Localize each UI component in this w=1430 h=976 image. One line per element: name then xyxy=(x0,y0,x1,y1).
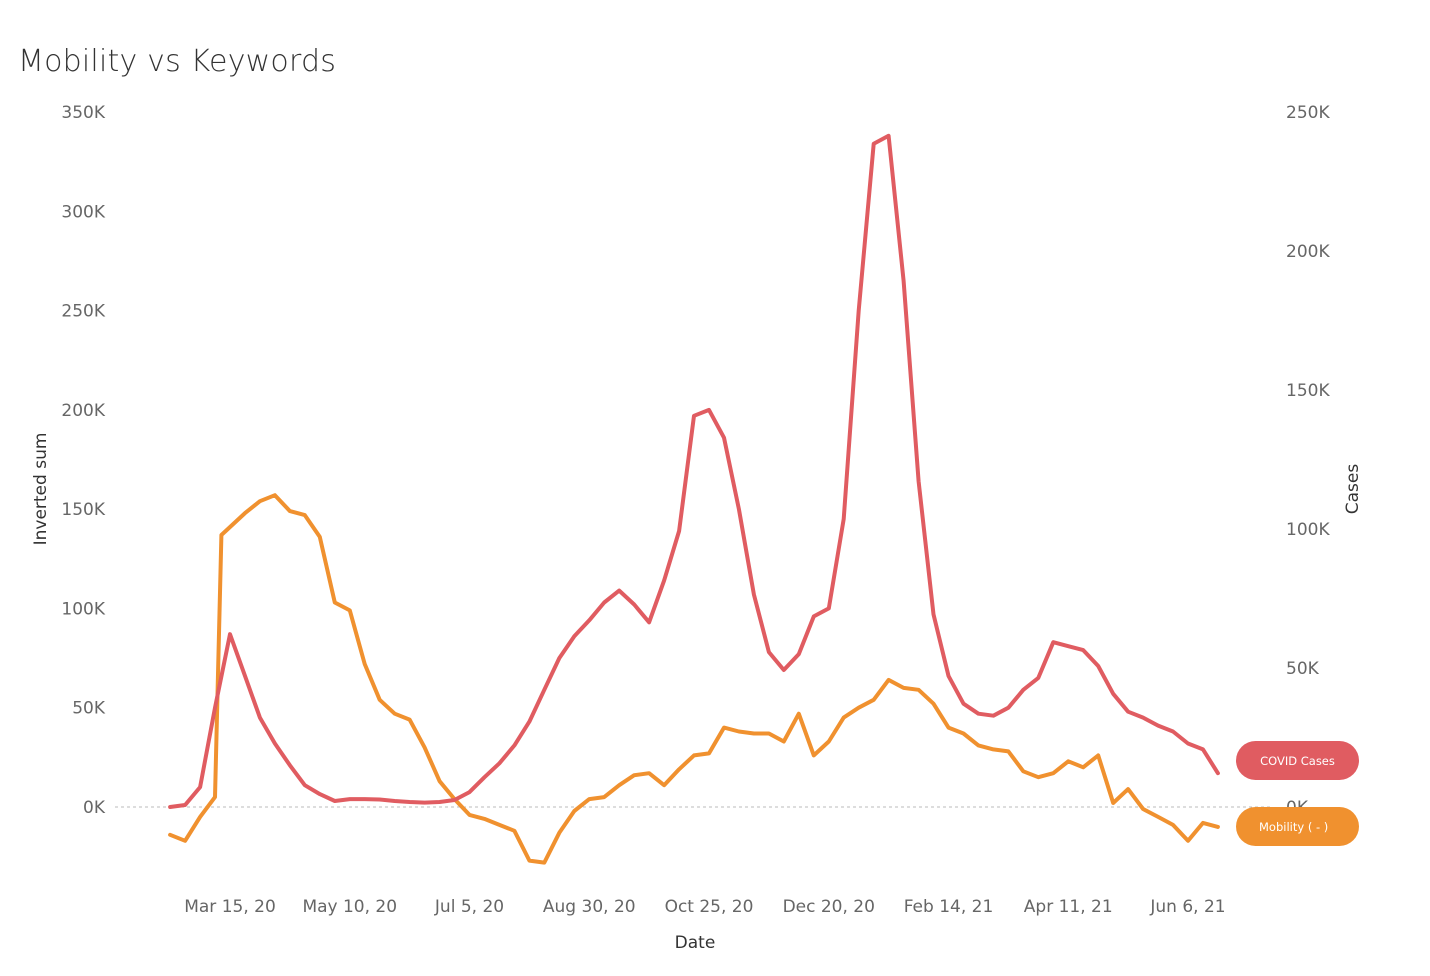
x-tick-label: Jun 6, 21 xyxy=(1149,897,1225,917)
y-right-tick-label: 150K xyxy=(1286,381,1330,401)
y-left-tick-label: 250K xyxy=(61,302,105,322)
y-right-tick-label: 250K xyxy=(1286,103,1330,123)
y-right-axis-title: Cases xyxy=(1343,464,1363,515)
series-lines xyxy=(168,133,1220,865)
x-tick-label: Jul 5, 20 xyxy=(434,897,504,917)
y-left-tick-label: 50K xyxy=(72,699,106,719)
y-left-axis-title: Inverted sum xyxy=(31,433,51,546)
y-left-tick-label: 300K xyxy=(61,202,105,222)
x-tick-label: Mar 15, 20 xyxy=(184,897,276,917)
y-left-tick-label: 150K xyxy=(61,500,105,520)
y-left-tick-label: 100K xyxy=(61,599,105,619)
legend-mobility[interactable]: Mobility ( - ) xyxy=(1236,807,1359,846)
y-right-tick-label: 50K xyxy=(1286,659,1320,679)
x-axis: Mar 15, 20 May 10, 20 Jul 5, 20 Aug 30, 20 O… xyxy=(184,897,1225,917)
x-tick-label: Dec 20, 20 xyxy=(783,897,875,917)
x-tick-label: May 10, 20 xyxy=(302,897,397,917)
x-tick-label: Aug 30, 20 xyxy=(543,897,636,917)
x-tick-label: Feb 14, 21 xyxy=(904,897,994,917)
mobility-line[interactable] xyxy=(168,493,1220,865)
y-right-tick-label: 200K xyxy=(1286,242,1330,262)
y-left-tick-label: 0K xyxy=(83,798,106,818)
covid-cases-line[interactable] xyxy=(168,133,1220,809)
y-left-tick-label: 200K xyxy=(61,401,105,421)
x-tick-label: Apr 11, 21 xyxy=(1024,897,1113,917)
y-right-tick-label: 100K xyxy=(1286,520,1330,540)
x-tick-label: Oct 25, 20 xyxy=(665,897,754,917)
chart-title: Mobility vs Keywords xyxy=(18,44,337,79)
y-left-axis: 350K 300K 250K 200K 150K 100K 50K 0K xyxy=(61,103,105,818)
y-left-tick-label: 350K xyxy=(61,103,105,123)
x-axis-title: Date xyxy=(675,933,716,953)
legend-covid-cases[interactable]: COVID Cases xyxy=(1236,741,1359,780)
